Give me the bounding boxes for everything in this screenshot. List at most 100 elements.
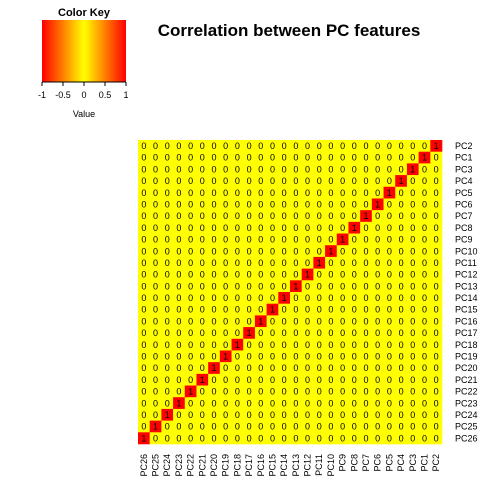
cell-value-label: 0 [282,352,287,362]
cell-value-label: 0 [223,433,228,443]
cell-value-label: 0 [399,223,404,233]
cell-value-label: 0 [176,270,181,280]
heatmap-cell [254,338,267,351]
cell-value-label: 0 [434,293,439,303]
cell-value-label: 0 [387,352,392,362]
cell-value-label: 0 [387,410,392,420]
cell-value-label: 0 [165,200,170,210]
cell-value-label: 0 [188,281,193,291]
heatmap-cell [360,408,373,421]
cell-value-label: 0 [352,410,357,420]
cell-value-label: 0 [141,305,146,315]
heatmap-cell [149,256,162,269]
cell-value-label: 0 [305,211,310,221]
cell-value-label: 0 [282,387,287,397]
cell-value-label: 0 [247,153,252,163]
cell-value-label: 0 [317,164,322,174]
heatmap-cell [173,292,186,304]
heatmap-cell [406,140,419,152]
cell-value-label: 0 [258,281,263,291]
heatmap-cell [266,385,279,398]
cell-value-label: 0 [235,422,240,432]
cell-value-label: 0 [305,200,310,210]
heatmap-cell [196,268,209,281]
heatmap-cell [348,432,361,445]
cell-value-label: 0 [211,235,216,245]
cell-value-label: 0 [399,375,404,385]
heatmap-cell [173,338,186,351]
heatmap-cell [383,315,396,328]
heatmap-cell [418,221,431,234]
cell-value-label: 0 [399,258,404,268]
cell-value-label: 0 [258,223,263,233]
cell-value-label: 0 [258,422,263,432]
heatmap-cell [406,338,419,351]
heatmap-cell [430,280,443,293]
heatmap-cell [371,256,384,269]
cell-value-label: 0 [340,398,345,408]
heatmap-cell [219,268,232,281]
heatmap-cell [278,175,291,188]
heatmap-cell [231,163,244,176]
heatmap-cell [184,397,197,410]
heatmap-cell [406,315,419,328]
heatmap-cell [383,408,396,421]
cell-value-label: 0 [247,375,252,385]
heatmap-cell [138,292,150,304]
cell-value-label: 0 [410,293,415,303]
cell-value-label: 0 [223,270,228,280]
cell-value-label: 0 [188,153,193,163]
cell-value-label: 0 [410,188,415,198]
cell-value-label: 0 [153,398,158,408]
cell-value-label: 0 [200,223,205,233]
cell-value-label: 0 [293,200,298,210]
heatmap-cell [395,245,408,258]
heatmap-cell [219,233,232,246]
cell-value-label: 0 [235,293,240,303]
row-label: PC11 [455,258,477,268]
cell-value-label: 0 [282,258,287,268]
cell-value-label: 0 [165,316,170,326]
row-label: PC15 [455,305,478,315]
cell-value-label: 0 [422,176,427,186]
heatmap-cell [348,151,361,164]
heatmap-cell [184,280,197,293]
heatmap-cell [383,163,396,176]
cell-value-label: 0 [165,340,170,350]
cell-value-label: 0 [293,305,298,315]
heatmap-cell [418,245,431,258]
heatmap-cell [184,151,197,164]
heatmap-cell [325,140,338,152]
cell-value-label: 0 [363,141,368,151]
cell-value-label: 0 [211,352,216,362]
row-label: PC9 [455,235,473,245]
cell-value-label: 0 [188,363,193,373]
heatmap-cell [208,397,221,410]
heatmap-cell [243,163,256,176]
cell-value-label: 0 [399,352,404,362]
heatmap-cell [430,245,443,258]
cell-value-label: 0 [410,200,415,210]
cell-value-label: 0 [410,176,415,186]
cell-value-label: 0 [410,433,415,443]
cell-value-label: 1 [200,375,205,385]
cell-value-label: 0 [211,141,216,151]
cell-value-label: 0 [153,281,158,291]
heatmap-cell [360,280,373,293]
cell-value-label: 0 [375,164,380,174]
heatmap-cell [161,280,174,293]
heatmap-cell [430,420,443,433]
heatmap-cell [395,186,408,199]
heatmap-cell [254,175,267,188]
heatmap-cell [336,140,349,152]
cell-value-label: 0 [328,281,333,291]
heatmap-cell [173,163,186,176]
cell-value-label: 0 [375,352,380,362]
heatmap-cell [138,163,150,176]
heatmap-cell [243,280,256,293]
heatmap-cell [325,315,338,328]
heatmap-cell [325,408,338,421]
cell-value-label: 0 [317,328,322,338]
cell-value-label: 0 [375,223,380,233]
heatmap-cell [254,362,267,375]
